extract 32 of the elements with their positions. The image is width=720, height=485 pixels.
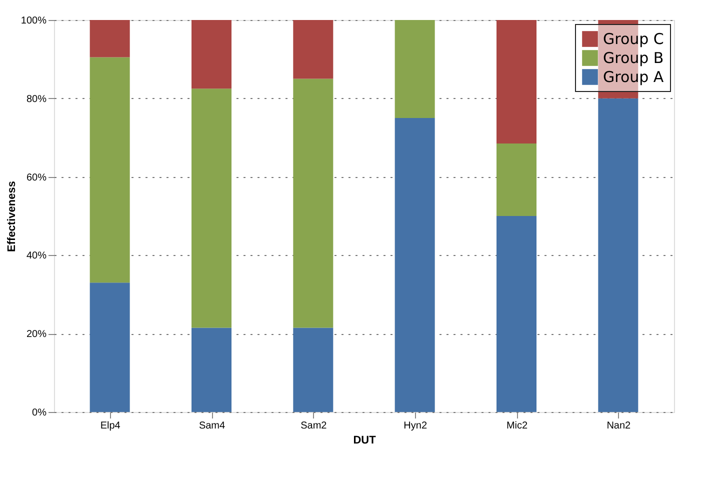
bar [496, 20, 536, 144]
x-tick-label: Sam2 [300, 420, 328, 432]
x-tick-label: Elp4 [100, 420, 121, 432]
bar [293, 78, 334, 328]
bar [496, 216, 536, 412]
x-tick-label: Nan2 [606, 420, 632, 432]
y-tick-label: 100% [20, 16, 47, 26]
bar [293, 20, 334, 79]
y-tick-label: 60% [26, 172, 47, 184]
y-tick-label: 40% [26, 250, 47, 262]
bar [192, 328, 232, 412]
bar [90, 20, 130, 58]
x-axis-title: DUT [353, 434, 376, 446]
bar [192, 20, 232, 89]
legend-label: Group C [603, 30, 664, 48]
bar [598, 98, 638, 412]
x-tick-label: Sam4 [198, 420, 226, 432]
bar [293, 328, 334, 412]
legend-label: Group A [603, 68, 664, 86]
bar [394, 118, 435, 412]
y-tick-label: 0% [32, 408, 47, 418]
bar [496, 143, 536, 216]
x-tick-label: Hyn2 [404, 420, 428, 432]
x-tick-label: Mic2 [506, 420, 528, 432]
bar [394, 20, 435, 118]
bar [90, 282, 130, 412]
legend-label: Group B [603, 49, 664, 67]
bar [90, 57, 130, 283]
y-axis-title: Effectiveness [6, 181, 18, 252]
bar [192, 88, 232, 328]
y-tick-label: 80% [26, 94, 47, 105]
y-tick-label: 20% [26, 329, 47, 340]
